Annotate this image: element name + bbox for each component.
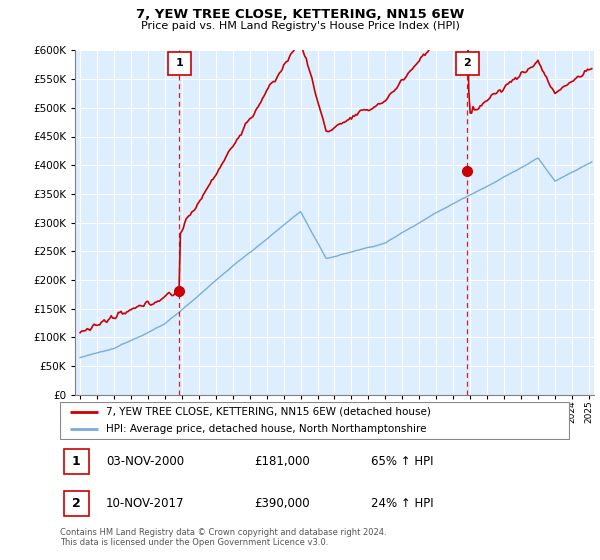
Text: 03-NOV-2000: 03-NOV-2000 [106,455,184,468]
Text: £390,000: £390,000 [254,497,310,510]
FancyBboxPatch shape [60,402,569,439]
Text: 10-NOV-2017: 10-NOV-2017 [106,497,184,510]
Text: 7, YEW TREE CLOSE, KETTERING, NN15 6EW: 7, YEW TREE CLOSE, KETTERING, NN15 6EW [136,8,464,21]
Text: 2: 2 [464,58,472,68]
Text: Price paid vs. HM Land Registry's House Price Index (HPI): Price paid vs. HM Land Registry's House … [140,21,460,31]
Text: Contains HM Land Registry data © Crown copyright and database right 2024.
This d: Contains HM Land Registry data © Crown c… [60,528,386,548]
Text: 7, YEW TREE CLOSE, KETTERING, NN15 6EW (detached house): 7, YEW TREE CLOSE, KETTERING, NN15 6EW (… [106,407,431,417]
Text: 65% ↑ HPI: 65% ↑ HPI [371,455,434,468]
Text: 1: 1 [72,455,80,468]
FancyBboxPatch shape [456,52,479,74]
Text: 2: 2 [72,497,80,510]
Text: £181,000: £181,000 [254,455,310,468]
Text: HPI: Average price, detached house, North Northamptonshire: HPI: Average price, detached house, Nort… [106,424,427,435]
FancyBboxPatch shape [64,449,89,474]
FancyBboxPatch shape [168,52,191,74]
Text: 1: 1 [175,58,183,68]
Text: 24% ↑ HPI: 24% ↑ HPI [371,497,434,510]
FancyBboxPatch shape [64,491,89,516]
